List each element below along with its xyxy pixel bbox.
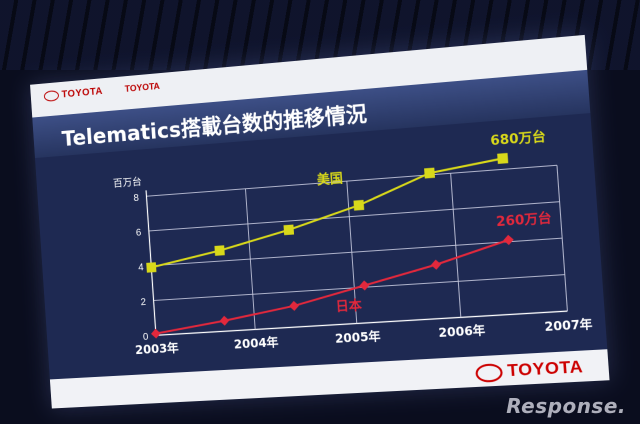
data-point-usa (497, 153, 508, 164)
x-tick-label: 2006年 (438, 323, 486, 340)
x-tick-label: 2005年 (335, 329, 382, 346)
end-value-label-japan: 260万台 (496, 210, 553, 231)
toyota-emblem-icon (44, 90, 60, 102)
y-tick-label: 4 (138, 262, 145, 273)
presentation-slide: TOYOTA TOYOTA Telematics搭載台数的推移情況 024682… (30, 35, 609, 409)
toyota-logo-bottom: TOYOTA (475, 357, 584, 383)
data-point-japan (289, 301, 300, 312)
series-name-usa: 美国 (316, 170, 343, 188)
data-point-usa (284, 225, 295, 236)
data-point-usa (353, 200, 364, 211)
data-point-japan (503, 234, 514, 245)
end-value-label-usa: 680万台 (490, 128, 547, 149)
x-tick-label: 2004年 (233, 335, 279, 352)
data-point-usa (424, 168, 435, 179)
gridline-y (146, 165, 557, 196)
data-point-japan (219, 315, 229, 325)
toyota-logo-top: TOYOTA (44, 86, 104, 102)
data-point-japan (151, 328, 161, 338)
y-tick-label: 0 (143, 332, 150, 343)
data-point-usa (214, 245, 224, 256)
x-tick-label: 2003年 (135, 341, 180, 357)
y-tick-label: 2 (140, 297, 146, 308)
response-watermark: Response. (506, 394, 626, 418)
gac-toyota-logo: TOYOTA (124, 81, 160, 94)
chart-panel: 0 2 4 6 8 2003年 2004年 2005年 2006年 2007年 百万台 美国 680万台… (35, 113, 607, 379)
data-point-usa (146, 262, 156, 272)
y-tick-label: 6 (136, 227, 143, 238)
series-name-japan: 日本 (335, 297, 362, 315)
data-point-japan (359, 280, 370, 291)
y-axis-label: 百万台 (113, 175, 143, 190)
y-tick-label: 8 (133, 193, 140, 204)
toyota-emblem-icon (475, 363, 503, 383)
line-chart: 0 2 4 6 8 2003年 2004年 2005年 2006年 2007年 百万台 美国 680万台… (35, 113, 607, 379)
data-point-japan (431, 259, 442, 270)
x-tick-label: 2007年 (544, 317, 593, 334)
